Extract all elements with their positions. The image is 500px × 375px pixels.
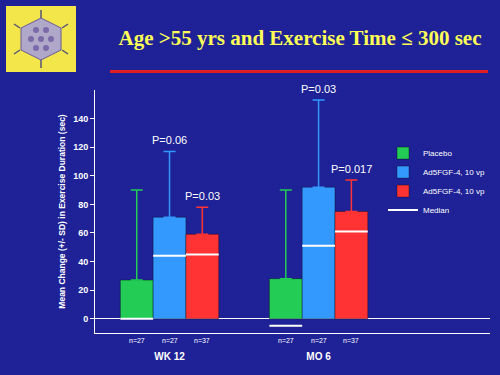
svg-text:Mean Change (+/- SD) in Exerci: Mean Change (+/- SD) in Exercise Duratio… (57, 114, 67, 309)
svg-text:n=27: n=27 (278, 337, 294, 344)
svg-text:Age >55 yrs and Exercise Time: Age >55 yrs and Exercise Time ≤ 300 sec (119, 26, 482, 50)
svg-text:P=0.017: P=0.017 (331, 163, 372, 175)
svg-text:0: 0 (83, 314, 88, 324)
svg-text:n=37: n=37 (194, 337, 210, 344)
svg-text:P=0.03: P=0.03 (185, 190, 220, 202)
svg-text:120: 120 (73, 142, 88, 152)
svg-text:n=27: n=27 (162, 337, 178, 344)
svg-text:n=37: n=37 (343, 337, 359, 344)
svg-text:WK 12: WK 12 (154, 351, 185, 362)
svg-text:Ad5FGF-4, 10 vp: Ad5FGF-4, 10 vp (423, 168, 485, 177)
svg-text:20: 20 (78, 285, 88, 295)
svg-text:100: 100 (73, 171, 88, 181)
svg-text:n=27: n=27 (129, 337, 145, 344)
svg-text:P=0.06: P=0.06 (152, 134, 187, 146)
svg-text:Median: Median (423, 206, 449, 215)
svg-text:Ad5FGF-4, 10 vp: Ad5FGF-4, 10 vp (423, 187, 485, 196)
svg-text:80: 80 (78, 200, 88, 210)
svg-text:40: 40 (78, 257, 88, 267)
svg-text:n=27: n=27 (311, 337, 327, 344)
svg-text:140: 140 (73, 114, 88, 124)
svg-text:Placebo: Placebo (423, 149, 452, 158)
svg-text:MO 6: MO 6 (306, 351, 331, 362)
svg-text:60: 60 (78, 228, 88, 238)
svg-text:P=0.03: P=0.03 (301, 83, 336, 95)
